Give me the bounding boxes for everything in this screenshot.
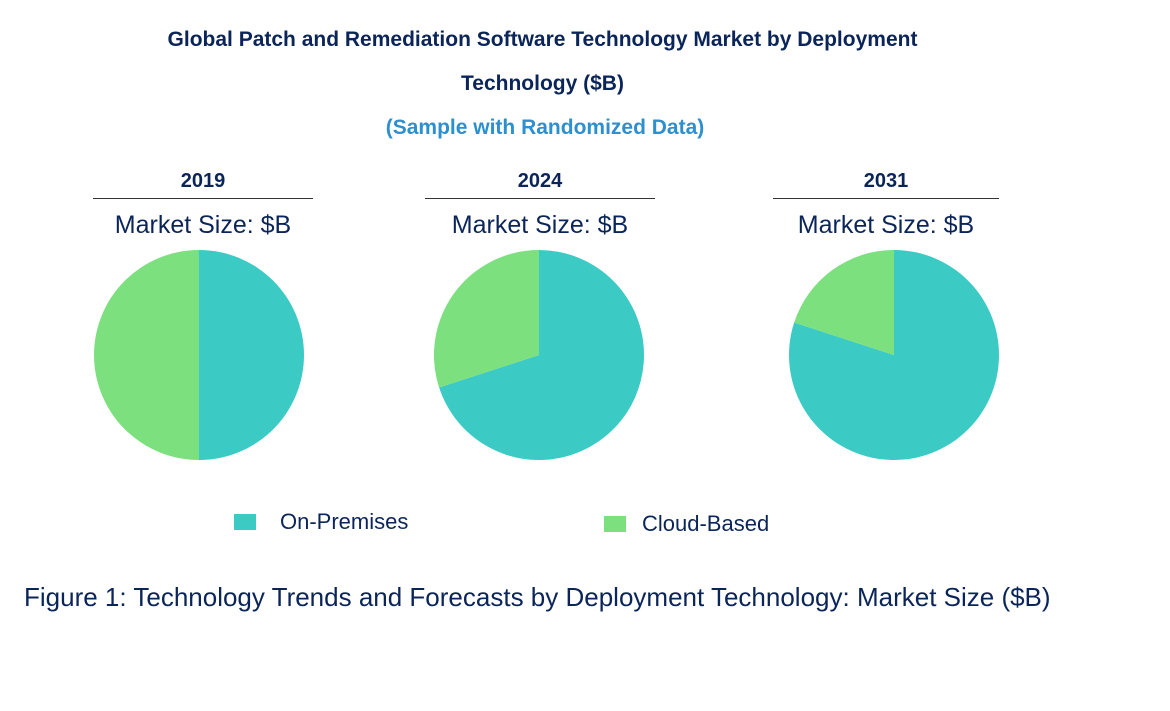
pie-slice-cloud-based: [434, 250, 539, 388]
market-size-label: Market Size: $B: [451, 211, 629, 239]
figure-caption: Figure 1: Technology Trends and Forecast…: [24, 582, 1051, 612]
legend-item-on-premises: On-Premises: [234, 508, 408, 536]
chart-subtitle: (Sample with Randomized Data): [385, 116, 705, 139]
pie-year-label: 2024: [517, 170, 563, 192]
legend-swatch-on-premises: [234, 514, 256, 530]
legend-item-cloud-based: Cloud-Based: [604, 510, 769, 538]
pie-chart-2019: [94, 250, 304, 460]
pie-chart-2024: [434, 250, 644, 460]
legend-swatch-cloud-based: [604, 516, 626, 532]
legend-label: Cloud-Based: [642, 511, 770, 536]
divider-rule: [773, 198, 999, 199]
market-size-label: Market Size: $B: [114, 211, 292, 239]
divider-rule: [93, 198, 313, 199]
pie-chart-2031: [789, 250, 999, 460]
pie-panel-2024: 2024 Market Size: $B: [425, 166, 655, 240]
pie-slice-cloud-based: [794, 250, 894, 355]
pie-slice-on-premises: [439, 250, 644, 460]
divider-rule: [425, 198, 655, 199]
pie-panel-2031: 2031 Market Size: $B: [773, 166, 999, 240]
pie-panel-2019: 2019 Market Size: $B: [93, 166, 313, 240]
chart-title-line-1: Global Patch and Remediation Software Te…: [167, 28, 918, 51]
chart-title-line-2: Technology ($B): [461, 72, 624, 95]
market-size-label: Market Size: $B: [797, 211, 975, 239]
pie-year-label: 2019: [180, 170, 226, 192]
pie-year-label: 2031: [863, 170, 909, 192]
legend-label: On-Premises: [280, 509, 409, 534]
pie-slice-cloud-based: [94, 250, 199, 460]
pie-slice-on-premises: [199, 250, 304, 460]
